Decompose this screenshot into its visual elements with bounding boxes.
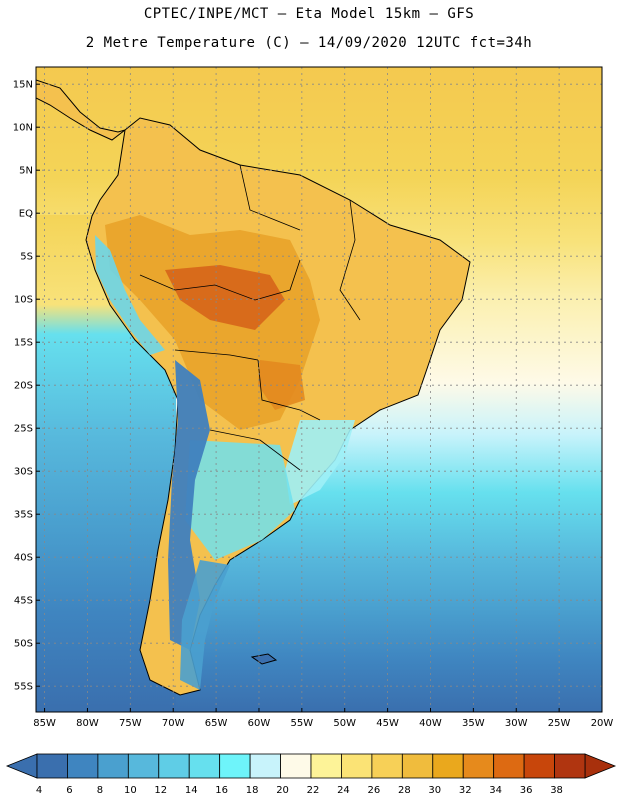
lat-label: 20S xyxy=(14,381,33,392)
lon-label: 20W xyxy=(591,718,614,729)
lon-label: 80W xyxy=(76,718,99,729)
colorbar-label: 32 xyxy=(459,785,472,796)
colorbar-label: 4 xyxy=(36,785,42,796)
colorbar-label: 28 xyxy=(398,785,411,796)
colorbar-cell xyxy=(36,753,68,779)
lat-label: 45S xyxy=(14,596,33,607)
lat-label: 50S xyxy=(14,639,33,650)
lon-label: 55W xyxy=(291,718,314,729)
colorbar-label: 20 xyxy=(276,785,289,796)
lon-label: 60W xyxy=(248,718,271,729)
colorbar-label: 26 xyxy=(368,785,381,796)
colorbar-label: 24 xyxy=(337,785,350,796)
colorbar-label: 6 xyxy=(66,785,72,796)
lat-label: 40S xyxy=(14,553,33,564)
lon-label: 30W xyxy=(505,718,528,729)
title-line-1: CPTEC/INPE/MCT – Eta Model 15km – GFS xyxy=(143,6,475,22)
longitude-labels: 85W 80W 75W 70W 65W 60W 55W 50W 45W 40W 35W 30W 25W 2… xyxy=(33,708,613,729)
colorbar-label: 8 xyxy=(97,785,103,796)
lon-label: 45W xyxy=(376,718,399,729)
colorbar-label: 30 xyxy=(428,785,441,796)
colorbar-cell xyxy=(523,753,555,779)
lat-label: 5N xyxy=(19,166,33,177)
colorbar-label: 12 xyxy=(154,785,167,796)
colorbar-cell xyxy=(219,753,251,779)
colorbar-cell xyxy=(341,753,373,779)
colorbar-label: 22 xyxy=(307,785,320,796)
colorbar-cell xyxy=(97,753,129,779)
colorbar-cell xyxy=(462,753,495,779)
colorbar-cell xyxy=(554,753,586,779)
lat-label: 55S xyxy=(14,682,33,693)
colorbar-cell xyxy=(401,753,434,779)
latitude-labels: 15N 10N 5N EQ 5S 10S 15S 20S 25S 30S 35S 40S 45S 50S 5… xyxy=(13,80,40,693)
lat-label: 25S xyxy=(14,424,33,435)
colorbar-label: 16 xyxy=(215,785,228,796)
lon-label: 35W xyxy=(462,718,485,729)
lon-label: 50W xyxy=(333,718,356,729)
lat-label: 15N xyxy=(13,80,33,91)
colorbar-cell xyxy=(188,753,221,779)
colorbar-high-arrow xyxy=(584,753,617,779)
lon-label: 85W xyxy=(33,718,56,729)
lat-label: 10N xyxy=(13,123,33,134)
colorbar-cell xyxy=(432,753,464,779)
lat-label: 30S xyxy=(14,467,33,478)
graticule xyxy=(36,67,602,712)
map-frame xyxy=(35,66,603,713)
lon-label: 70W xyxy=(162,718,185,729)
colorbar-label: 18 xyxy=(246,785,259,796)
colorbar-labels: 4 6 8 10 12 14 16 18 20 22 24 26 28 30 32 34 36 38 xyxy=(36,785,563,796)
colorbar-cell xyxy=(310,753,342,779)
lat-label: 5S xyxy=(20,252,33,263)
lon-label: 40W xyxy=(419,718,442,729)
colorbar-low-arrow xyxy=(5,753,38,779)
colorbar-label: 36 xyxy=(520,785,533,796)
colorbar-cells xyxy=(36,753,586,779)
lat-label: EQ xyxy=(19,209,33,220)
map-field xyxy=(36,67,602,712)
colorbar-cell xyxy=(127,753,160,779)
lat-label: 15S xyxy=(14,338,33,349)
colorbar-cell xyxy=(249,753,281,779)
lat-label: 35S xyxy=(14,510,33,521)
colorbar-cell xyxy=(493,753,525,779)
title-line-2: 2 Metre Temperature (C) – 14/09/2020 12U… xyxy=(85,35,533,51)
colorbar-cell xyxy=(371,753,403,779)
colorbar-label: 14 xyxy=(185,785,198,796)
colorbar-cell xyxy=(67,753,99,779)
colorbar-label: 10 xyxy=(124,785,137,796)
lon-label: 25W xyxy=(548,718,571,729)
lon-label: 75W xyxy=(119,718,142,729)
colorbar-cell xyxy=(158,753,190,779)
colorbar-cell xyxy=(280,753,312,779)
lat-label: 10S xyxy=(14,295,33,306)
colorbar-label: 38 xyxy=(550,785,563,796)
colorbar-label: 34 xyxy=(489,785,502,796)
lon-label: 65W xyxy=(205,718,228,729)
